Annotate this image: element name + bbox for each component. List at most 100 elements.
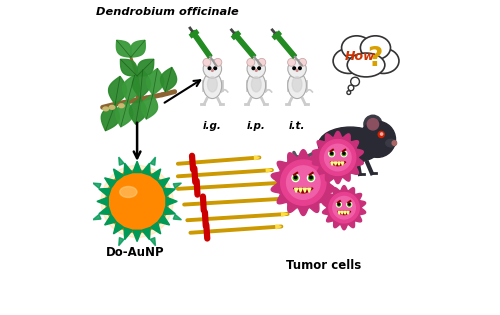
Polygon shape	[99, 188, 111, 197]
Polygon shape	[116, 101, 133, 127]
Circle shape	[336, 202, 342, 207]
Ellipse shape	[347, 53, 385, 77]
Polygon shape	[299, 188, 302, 192]
Polygon shape	[93, 183, 101, 188]
Polygon shape	[274, 32, 296, 58]
Polygon shape	[142, 227, 150, 240]
Circle shape	[378, 131, 384, 137]
Ellipse shape	[368, 49, 399, 73]
Polygon shape	[142, 163, 150, 175]
Circle shape	[258, 67, 260, 70]
Polygon shape	[338, 211, 340, 214]
Polygon shape	[163, 188, 175, 197]
Ellipse shape	[342, 36, 372, 60]
Polygon shape	[333, 197, 355, 219]
Circle shape	[330, 152, 334, 156]
Polygon shape	[124, 227, 132, 240]
Ellipse shape	[203, 72, 222, 99]
Polygon shape	[158, 178, 170, 188]
Polygon shape	[104, 215, 117, 225]
Ellipse shape	[342, 41, 390, 73]
Polygon shape	[331, 162, 334, 165]
Circle shape	[292, 175, 299, 181]
Circle shape	[347, 202, 352, 207]
Ellipse shape	[208, 77, 218, 92]
Polygon shape	[294, 188, 313, 193]
Circle shape	[247, 58, 254, 66]
Polygon shape	[280, 160, 326, 205]
Text: i.g.: i.g.	[203, 122, 222, 131]
Circle shape	[208, 67, 211, 70]
Polygon shape	[108, 77, 126, 104]
Polygon shape	[271, 150, 336, 215]
Polygon shape	[254, 156, 260, 160]
Polygon shape	[130, 98, 146, 124]
Polygon shape	[150, 238, 156, 246]
Ellipse shape	[360, 36, 390, 60]
Ellipse shape	[292, 77, 302, 92]
Polygon shape	[132, 161, 141, 173]
Circle shape	[343, 152, 345, 154]
Circle shape	[330, 152, 332, 154]
Polygon shape	[124, 163, 132, 175]
Circle shape	[380, 133, 382, 135]
Polygon shape	[330, 162, 345, 166]
Circle shape	[296, 70, 298, 71]
Polygon shape	[137, 59, 154, 76]
Circle shape	[364, 115, 382, 133]
Polygon shape	[276, 225, 281, 229]
Circle shape	[310, 176, 312, 179]
Circle shape	[298, 58, 306, 66]
Polygon shape	[118, 238, 124, 246]
Polygon shape	[104, 178, 117, 188]
Polygon shape	[158, 215, 170, 225]
Polygon shape	[266, 169, 272, 172]
Circle shape	[106, 170, 168, 233]
Polygon shape	[173, 183, 182, 188]
Polygon shape	[132, 230, 141, 242]
Circle shape	[294, 176, 298, 180]
Ellipse shape	[118, 104, 124, 108]
Polygon shape	[320, 140, 356, 175]
Polygon shape	[150, 169, 160, 180]
Circle shape	[247, 60, 266, 78]
Circle shape	[256, 70, 257, 71]
Circle shape	[360, 121, 396, 158]
Polygon shape	[173, 215, 182, 220]
Text: Do-AuNP: Do-AuNP	[106, 246, 165, 259]
Polygon shape	[160, 67, 176, 92]
Polygon shape	[122, 75, 140, 101]
Ellipse shape	[252, 77, 261, 92]
Polygon shape	[132, 70, 150, 98]
Polygon shape	[282, 212, 288, 216]
Polygon shape	[344, 211, 346, 214]
Polygon shape	[334, 162, 337, 165]
Polygon shape	[308, 188, 311, 192]
Circle shape	[212, 70, 213, 71]
Polygon shape	[99, 206, 111, 215]
Polygon shape	[150, 157, 156, 165]
Polygon shape	[150, 222, 160, 234]
Circle shape	[338, 203, 340, 205]
Text: i.t.: i.t.	[289, 122, 306, 131]
Circle shape	[350, 77, 360, 86]
Circle shape	[308, 176, 314, 180]
Ellipse shape	[333, 49, 364, 73]
Polygon shape	[338, 162, 340, 165]
Polygon shape	[116, 40, 131, 57]
Polygon shape	[232, 32, 256, 58]
Circle shape	[298, 67, 301, 70]
Circle shape	[329, 151, 334, 157]
Circle shape	[203, 60, 222, 78]
Ellipse shape	[109, 106, 115, 109]
Circle shape	[347, 91, 350, 94]
Ellipse shape	[103, 107, 108, 111]
Text: i.p.: i.p.	[247, 122, 266, 131]
Circle shape	[214, 58, 222, 66]
Circle shape	[214, 67, 216, 70]
Circle shape	[252, 67, 254, 70]
Text: Tumor cells: Tumor cells	[286, 259, 362, 272]
Ellipse shape	[318, 127, 382, 163]
Polygon shape	[146, 69, 164, 95]
Polygon shape	[341, 162, 344, 165]
